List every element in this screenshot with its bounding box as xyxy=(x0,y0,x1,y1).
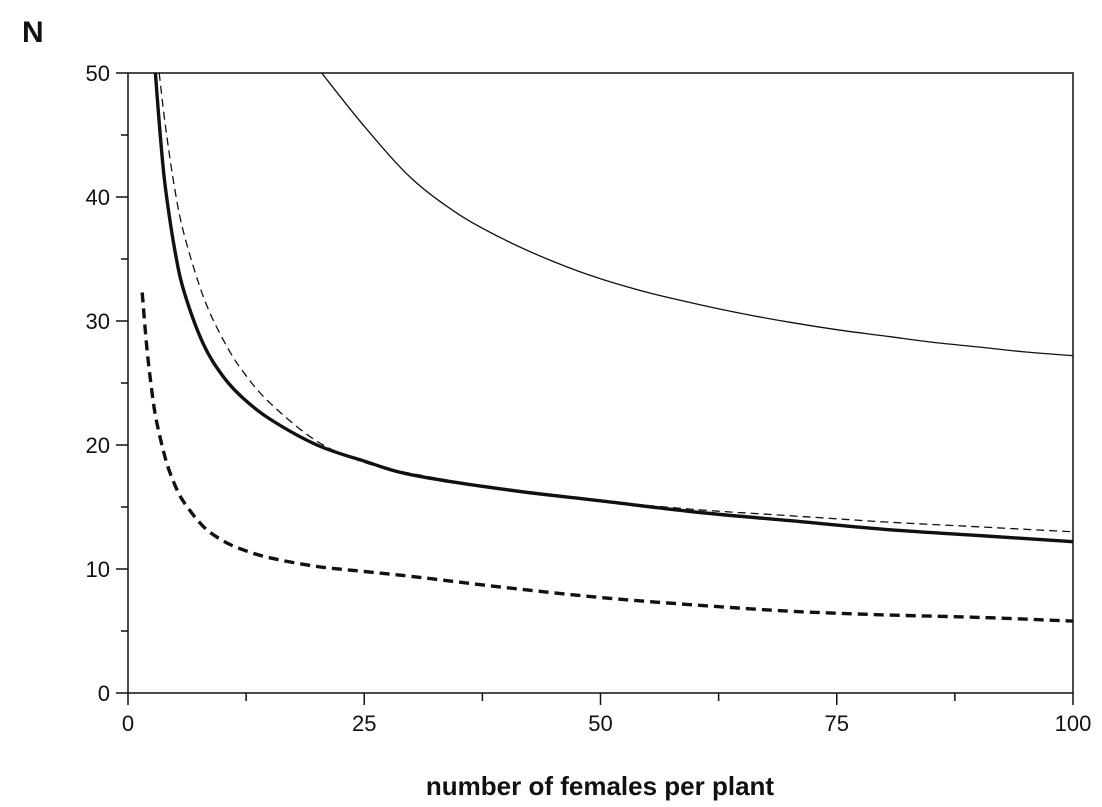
y-tick-label: 30 xyxy=(86,309,110,334)
x-tick-label: 0 xyxy=(122,711,134,736)
x-axis: 0 25 50 75 100 xyxy=(122,693,1091,736)
plot-frame xyxy=(127,72,1074,694)
y-axis-title: N xyxy=(22,16,44,49)
y-tick-label: 40 xyxy=(86,185,110,210)
x-tick-label: 100 xyxy=(1055,711,1092,736)
x-tick-label: 50 xyxy=(588,711,612,736)
y-tick-label: 10 xyxy=(86,557,110,582)
series-line-2-thin-dashed xyxy=(158,72,1074,533)
series-line-3-thick-solid xyxy=(153,72,1074,544)
y-axis: 0 10 20 30 40 50 xyxy=(86,61,128,706)
x-axis-title: number of females per plant xyxy=(426,771,775,801)
x-tick-label: 75 xyxy=(825,711,849,736)
series-line-4-thick-dashed xyxy=(140,292,1074,623)
series-line-1-thin-solid xyxy=(321,72,1074,357)
y-tick-label: 0 xyxy=(98,681,110,706)
y-tick-label: 20 xyxy=(86,433,110,458)
series-layer xyxy=(140,72,1074,623)
y-tick-label: 50 xyxy=(86,61,110,86)
x-tick-label: 25 xyxy=(352,711,376,736)
